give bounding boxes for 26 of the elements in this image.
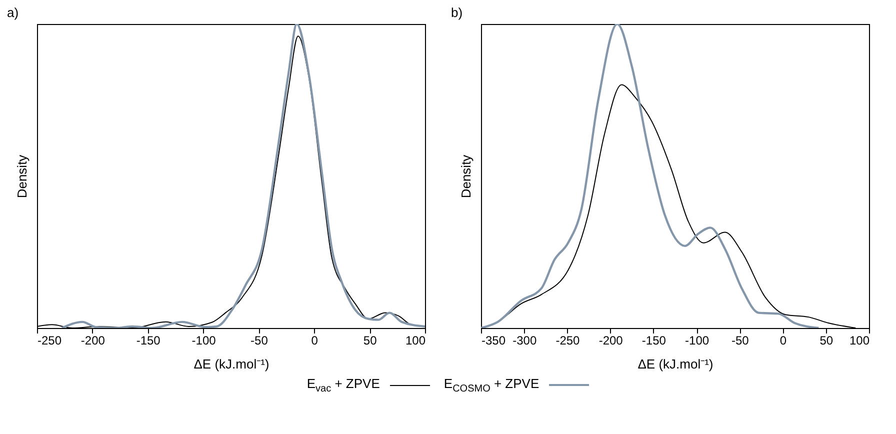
x-tick-label: -150	[642, 334, 666, 348]
chart-title: a)	[7, 5, 19, 20]
legend-label: E$_{vac}$ + ZPVE	[306, 376, 380, 395]
x-axis-title: ΔE (kJ.mol⁻¹)	[638, 356, 714, 372]
x-tick-label: -250	[38, 334, 62, 348]
x-tick-label: -350	[482, 334, 506, 348]
legend-label: E$_{COSMO}$ + ZPVE	[444, 376, 540, 395]
chart-title: b)	[451, 5, 463, 20]
x-tick-label: -150	[136, 334, 161, 348]
x-tick-label: 100	[849, 334, 870, 348]
x-tick-label: -100	[685, 334, 710, 348]
x-axis-title: ΔE (kJ.mol⁻¹)	[194, 356, 270, 372]
x-tick-label: -300	[512, 334, 537, 348]
x-tick-label: -200	[80, 334, 106, 348]
x-tick-label: -100	[192, 334, 216, 348]
y-axis-title: Density	[14, 154, 30, 198]
x-tick-label: 100	[405, 334, 426, 348]
x-tick-label: -50	[250, 334, 268, 348]
x-tick-label: -200	[598, 334, 624, 348]
x-tick-label: 0	[780, 334, 787, 348]
y-axis-title: Density	[458, 154, 474, 198]
x-tick-label: 50	[363, 334, 378, 348]
x-tick-label: -50	[731, 334, 750, 348]
x-tick-label: 0	[311, 334, 318, 348]
x-tick-label: 50	[820, 334, 834, 348]
x-tick-label: -250	[556, 334, 580, 348]
